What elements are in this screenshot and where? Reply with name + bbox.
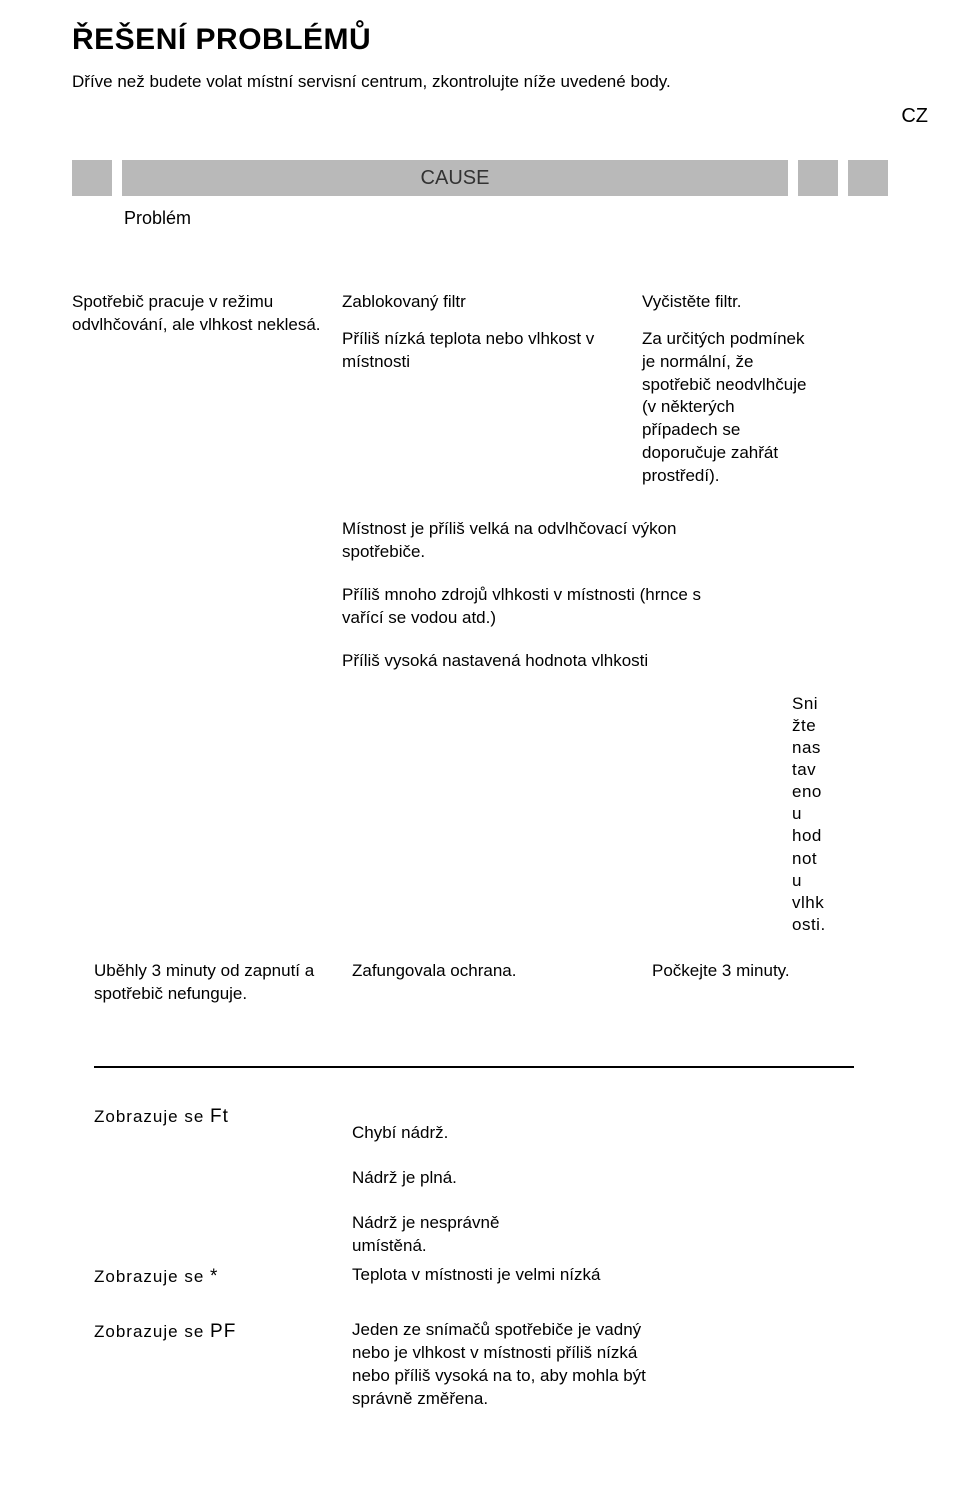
- cause-text: Nádrž je plná.: [352, 1167, 652, 1190]
- label-text: Zobrazuje se: [94, 1107, 204, 1126]
- label-text: Zobrazuje se: [94, 1267, 204, 1286]
- fix-narrow-text: Sni žte nas tav eno u hod not u vlhk ost…: [792, 693, 832, 936]
- cause-text: Zablokovaný filtr Příliš nízká teplota n…: [342, 291, 642, 489]
- code-star: *: [210, 1266, 218, 1287]
- table-row: Zobrazuje se Ft Chybí nádrž.: [94, 1104, 888, 1145]
- divider: [94, 1066, 854, 1068]
- problem-text: Spotřebič pracuje v režimu odvlhčování, …: [72, 291, 342, 489]
- cause-text: Nádrž je nesprávně umístěná.: [352, 1212, 552, 1258]
- cause-line: Místnost je příliš velká na odvlhčovací …: [342, 518, 722, 564]
- code-pf: PF: [210, 1321, 236, 1342]
- lower-section: Zobrazuje se Ft Chybí nádrž. Nádrž je pl…: [94, 1104, 888, 1411]
- header-cell-cause: CAUSE: [122, 160, 788, 196]
- fix-line: Za určitých podmínek je normální, že spo…: [642, 328, 812, 489]
- problem-text: Zobrazuje se *: [94, 1264, 352, 1290]
- problem-text: [94, 1167, 352, 1190]
- table-row: Nádrž je plná.: [94, 1167, 888, 1190]
- table-row: Zobrazuje se PF Jeden ze snímačů spotřeb…: [94, 1319, 888, 1411]
- fix-text: Počkejte 3 minuty.: [652, 960, 802, 1006]
- fix-line: Vyčistěte filtr.: [642, 291, 812, 314]
- page-title: ŘEŠENÍ PROBLÉMŮ: [72, 20, 888, 61]
- code-ft: Ft: [210, 1106, 229, 1127]
- label-text: Zobrazuje se: [94, 1322, 204, 1341]
- table-row: Nádrž je nesprávně umístěná.: [94, 1212, 888, 1258]
- cause-text: Teplota v místnosti je velmi nízká: [352, 1264, 652, 1290]
- header-cell-fix: [848, 160, 888, 196]
- cause-text: Chybí nádrž.: [352, 1104, 652, 1145]
- problem-text: Zobrazuje se Ft: [94, 1104, 352, 1145]
- header-cell-problem: [72, 160, 112, 196]
- cause-line: Příliš nízká teplota nebo vlhkost v míst…: [342, 328, 622, 374]
- page-subtitle: Dříve než budete volat místní servisní c…: [72, 71, 888, 94]
- table-row: Spotřebič pracuje v režimu odvlhčování, …: [72, 291, 888, 489]
- language-mark: CZ: [72, 103, 928, 130]
- problem-text: [94, 1212, 352, 1258]
- problem-text: Uběhly 3 minuty od zapnutí a spotřebič n…: [94, 960, 352, 1006]
- cause-text: Jeden ze snímačů spotřebiče je vadný neb…: [352, 1319, 652, 1411]
- problem-column-label: Problém: [124, 206, 888, 230]
- fix-text: Vyčistěte filtr. Za určitých podmínek je…: [642, 291, 812, 489]
- table-row: Zobrazuje se * Teplota v místnosti je ve…: [94, 1264, 888, 1290]
- header-cell-gap: [798, 160, 838, 196]
- cause-line: Zablokovaný filtr: [342, 291, 622, 314]
- table-row: Uběhly 3 minuty od zapnutí a spotřebič n…: [94, 960, 888, 1006]
- cause-text: Zafungovala ochrana.: [352, 960, 652, 1006]
- table-header-row: CAUSE: [72, 160, 888, 196]
- cause-line: Příliš mnoho zdrojů vlhkosti v místnosti…: [342, 584, 722, 630]
- cause-line: Příliš vysoká nastavená hodnota vlhkosti: [342, 650, 722, 673]
- problem-text: Zobrazuje se PF: [94, 1319, 352, 1411]
